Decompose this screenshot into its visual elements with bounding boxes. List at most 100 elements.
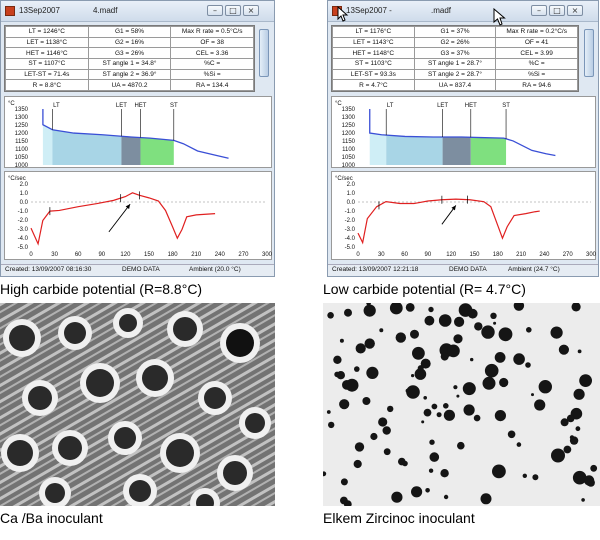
graphite-nodule [513, 303, 525, 311]
maximize-button[interactable]: □ [225, 5, 241, 16]
stats-cell: LET-ST = 71.4s [5, 68, 89, 81]
stats-cell: R = 8.8°C [5, 79, 89, 91]
stats-row: R = 4.7°C UA = 837.4 RA = 94.6 [332, 79, 578, 91]
cooling-zone [52, 129, 122, 165]
cooling-zone [442, 137, 471, 165]
graphite-nodule [406, 385, 420, 399]
stats-table-body: LT = 1246°C G1 = 58% Max R rate = 0.5°C/s L… [5, 26, 254, 91]
maximize-button[interactable]: □ [549, 5, 565, 16]
stats-cell: ST angle 1 = 34.8° [87, 57, 172, 70]
graphite-nodule [579, 374, 592, 387]
cooling-unit-label: °C [335, 101, 342, 107]
app-icon [5, 6, 15, 16]
rate-ytick-label: 1.0 [20, 191, 29, 197]
stats-cell: ST angle 2 = 36.9° [87, 68, 172, 81]
graphite-nodule [424, 315, 435, 326]
window-title-date: 13Sep2007 [19, 6, 60, 15]
title-bar[interactable]: 13Sep2007 4.madf – □ × [1, 1, 274, 22]
graphite-nodule [494, 352, 506, 363]
graphite-nodule [453, 334, 463, 344]
graphite-nodule [340, 496, 348, 505]
minimize-button[interactable]: – [531, 5, 547, 16]
graphite-nodule [499, 377, 509, 388]
graphite-nodule [340, 478, 348, 486]
graphite-nodule [226, 329, 254, 357]
graphite-nodule [354, 366, 360, 372]
graphite-nodule [86, 369, 114, 397]
cooling-zone [121, 136, 141, 165]
graphite-nodule [383, 448, 391, 456]
rate-xtick-label: 300 [262, 252, 273, 258]
side-panel-toggle[interactable] [259, 29, 269, 77]
graphite-nodule [513, 353, 525, 365]
side-panel-toggle[interactable] [584, 29, 594, 77]
cooling-ytick-label: 1150 [342, 139, 356, 145]
cooling-rate-plot: °C/sec 2.0 1.0 0.0 -1.0 -2.0 -3.0 -4.0 -5.0 0 30 60… [331, 171, 597, 260]
stats-cell: LT = 1176°C [332, 26, 415, 38]
graphite-nodule [494, 410, 506, 422]
stats-row: LET-ST = 71.4s ST angle 2 = 36.9° %Si = [5, 68, 254, 81]
stats-row: LET = 1143°C G2 = 26% OF = 41 [332, 36, 578, 49]
rate-xtick-label: 150 [469, 252, 480, 258]
rate-xtick-label: 210 [516, 252, 527, 258]
cooling-zone [140, 137, 174, 165]
graphite-nodule [423, 396, 427, 400]
graphite-nodule [522, 473, 527, 478]
stats-cell: G1 = 58% [87, 26, 172, 38]
stats-row: LET = 1138°C G2 = 16% OF = 38 [5, 36, 254, 49]
graphite-nodule [457, 441, 465, 450]
rate-unit-label: °C/sec [335, 176, 353, 182]
cooling-marker-label: ST [502, 103, 510, 109]
stats-cell: G1 = 37% [413, 26, 497, 38]
window-title-date: 13Sep2007 - [346, 6, 392, 15]
cooling-ytick-label: 1350 [15, 107, 29, 113]
graphite-nodule [45, 483, 65, 503]
stats-cell: G2 = 16% [87, 36, 172, 49]
graphite-nodule [411, 374, 415, 378]
graphite-nodule [569, 436, 579, 445]
stats-cell: Max R rate = 0.5°C/s [170, 26, 254, 38]
status-ambient: Ambient (24.7 °C) [508, 266, 560, 273]
graphite-nodule [436, 412, 442, 418]
cooling-marker-label: HET [134, 103, 146, 109]
cooling-ytick-label: 1200 [342, 131, 356, 137]
graphite-nodule [345, 378, 359, 392]
stats-cell: LT = 1246°C [5, 26, 89, 38]
graphite-nodule [531, 393, 534, 397]
graphite-nodule [454, 316, 465, 327]
graphite-nodule [551, 448, 565, 463]
cooling-ytick-label: 1250 [15, 123, 29, 129]
rate-ytick-label: 2.0 [20, 182, 29, 188]
minimize-button[interactable]: – [207, 5, 223, 16]
rate-xtick-label: 30 [378, 252, 385, 258]
graphite-nodule [7, 440, 33, 466]
graphite-nodule [379, 328, 384, 333]
rate-ytick-label: -5.0 [345, 245, 356, 251]
graphite-nodule [382, 426, 391, 435]
stats-table-body: LT = 1176°C G1 = 37% Max R rate = 0.2°C/s L… [332, 26, 578, 91]
graphite-nodule [173, 317, 197, 341]
stats-cell: RA = 94.6 [495, 79, 578, 91]
cooling-marker-label: ST [170, 103, 178, 109]
graphite-nodule [414, 368, 427, 380]
cooling-curve-plot: °C 1350 1300 1250 1200 1150 1100 1050 1000 LT LET H… [4, 96, 272, 169]
micrograph-ca-ba [0, 303, 275, 506]
title-bar[interactable]: 13Sep2007 - .madf – □ × [328, 1, 598, 22]
rate-xtick-label: 0 [29, 252, 33, 258]
stats-cell: G3 = 26% [87, 47, 172, 59]
stats-cell: %C = [495, 57, 578, 70]
close-button[interactable]: × [243, 5, 259, 16]
graphite-nodule [482, 376, 496, 390]
graphite-nodule [423, 408, 432, 417]
graphite-nodule [438, 314, 452, 327]
graphite-nodule [447, 344, 460, 358]
graphite-nodule [507, 430, 516, 439]
graphite-nodule [223, 461, 247, 485]
cooling-ytick-label: 1350 [342, 107, 356, 113]
close-button[interactable]: × [567, 5, 583, 16]
cooling-ytick-label: 1250 [342, 123, 356, 129]
stats-row: HET = 1146°C G3 = 26% CEL = 3.36 [5, 47, 254, 59]
graphite-nodule [327, 312, 334, 319]
cooling-ytick-label: 1300 [342, 115, 356, 121]
